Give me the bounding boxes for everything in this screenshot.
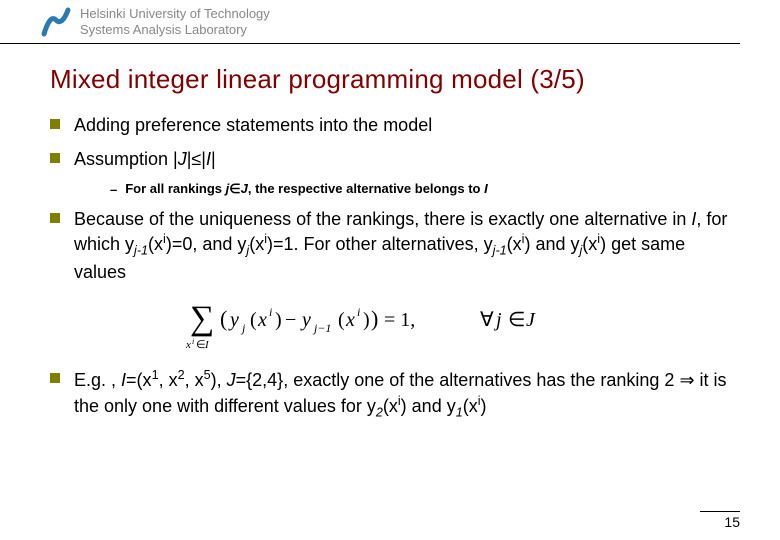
svg-text:j−1: j−1: [312, 321, 331, 335]
page-number: 15: [700, 511, 740, 530]
sup: 5: [204, 368, 211, 382]
var-jset: J: [241, 181, 248, 196]
txt: ): [481, 396, 487, 416]
formula-block: ∑ x i ∈ I ( y j ( x i ) − y j−1 ( x i ) …: [50, 294, 730, 357]
svg-text:i: i: [192, 337, 194, 346]
var-jset: J: [227, 370, 236, 390]
svg-text:x: x: [257, 309, 267, 331]
svg-text:y: y: [228, 309, 239, 331]
implies-icon: ⇒: [679, 370, 694, 390]
svg-text:J: J: [526, 309, 536, 331]
svg-text:(: (: [220, 306, 227, 331]
svg-text:i: i: [269, 305, 272, 319]
txt: (x: [383, 396, 398, 416]
svg-text:x: x: [185, 339, 191, 351]
svg-text:(: (: [250, 309, 257, 331]
svg-text:): ): [371, 306, 378, 331]
header-text: Helsinki University of Technology System…: [80, 6, 270, 39]
sup: 1: [152, 368, 159, 382]
txt: (x: [463, 396, 478, 416]
txt: =(x: [126, 370, 152, 390]
bullet-2: Assumption |J|≤|I|: [50, 147, 730, 171]
svg-text:x: x: [345, 309, 355, 331]
sub: j-1: [493, 244, 507, 258]
bullet-1: Adding preference statements into the mo…: [50, 113, 730, 137]
var-j: J: [178, 149, 187, 169]
elem-of-icon: ∈: [229, 181, 240, 196]
txt: E.g. ,: [74, 370, 121, 390]
svg-text:I: I: [204, 339, 210, 351]
svg-text:): ): [363, 309, 370, 331]
txt: ={2,4}, exactly one of the alternatives …: [236, 370, 680, 390]
svg-text:): ): [275, 309, 282, 331]
slide-title: Mixed integer linear programming model (…: [50, 64, 780, 95]
txt: |: [211, 149, 216, 169]
bullet-4: E.g. , I=(x1, x2, x5), J={2,4}, exactly …: [50, 367, 730, 421]
bullet-2-text: Assumption |J|≤|I|: [74, 147, 216, 171]
svg-text:j: j: [493, 309, 502, 331]
svg-text:= 1,: = 1,: [384, 309, 415, 331]
bullet-icon: [50, 119, 60, 129]
bullet-1-text: Adding preference statements into the mo…: [74, 113, 432, 137]
svg-text:∀: ∀: [480, 309, 494, 331]
bullet-3-text: Because of the uniqueness of the ranking…: [74, 207, 730, 284]
txt: For all rankings: [125, 181, 225, 196]
txt: (x: [249, 234, 264, 254]
svg-text:y: y: [300, 309, 311, 331]
bullet-icon: [50, 213, 60, 223]
svg-text:j: j: [240, 321, 246, 335]
svg-text:(: (: [338, 309, 345, 331]
header-line2: Systems Analysis Laboratory: [80, 22, 270, 38]
txt: , the respective alternative belongs to: [248, 181, 484, 196]
sigma-icon: ∑: [190, 300, 214, 337]
txt: ),: [211, 370, 227, 390]
dash-icon: –: [110, 182, 117, 197]
header-line1: Helsinki University of Technology: [80, 6, 270, 22]
bullet-list: Adding preference statements into the mo…: [50, 113, 730, 422]
slide-header: Helsinki University of Technology System…: [0, 0, 740, 44]
txt: )=0, and y: [166, 234, 247, 254]
sub-bullet-1: – For all rankings j∈J, the respective a…: [110, 181, 730, 197]
sup: 2: [178, 368, 185, 382]
bullet-4-text: E.g. , I=(x1, x2, x5), J={2,4}, exactly …: [74, 367, 730, 421]
sub-bullet-1-text: For all rankings j∈J, the respective alt…: [125, 181, 487, 197]
formula-svg: ∑ x i ∈ I ( y j ( x i ) − y j−1 ( x i ) …: [180, 294, 600, 352]
txt: , x: [185, 370, 204, 390]
txt: |≤|: [187, 149, 206, 169]
txt: Assumption |: [74, 149, 178, 169]
txt: Because of the uniqueness of the ranking…: [74, 209, 691, 229]
sub: 1: [456, 405, 463, 419]
svg-text:∈: ∈: [508, 309, 525, 331]
txt: ) and y: [401, 396, 456, 416]
txt: (x: [148, 234, 163, 254]
svg-text:i: i: [357, 305, 360, 319]
txt: (x: [507, 234, 522, 254]
sub: 2: [376, 405, 383, 419]
bullet-3: Because of the uniqueness of the ranking…: [50, 207, 730, 284]
txt: (x: [582, 234, 597, 254]
svg-text:−: −: [285, 309, 296, 331]
logo-icon: [40, 6, 72, 38]
bullet-icon: [50, 153, 60, 163]
txt: )=1. For other alternatives, y: [267, 234, 493, 254]
txt: ) and y: [524, 234, 579, 254]
var-iset: I: [484, 181, 488, 196]
bullet-icon: [50, 373, 60, 383]
sub: j-1: [134, 244, 148, 258]
txt: , x: [159, 370, 178, 390]
